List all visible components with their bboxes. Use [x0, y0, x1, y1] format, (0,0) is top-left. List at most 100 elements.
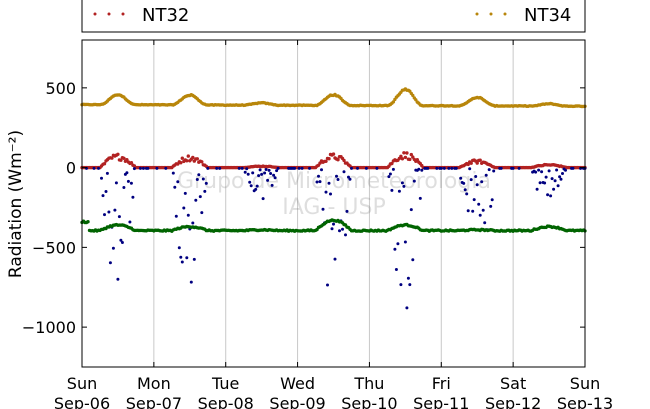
data-point [550, 177, 554, 181]
x-axis: SunSep-06MonSep-07TueSep-08WedSep-09ThuS… [54, 40, 613, 409]
data-point [331, 152, 336, 156]
data-point [391, 100, 396, 104]
data-point [327, 181, 331, 185]
data-point [344, 233, 347, 237]
data-point [240, 166, 244, 170]
data-point [350, 166, 353, 170]
x-tick-label-date: Sep-06 [54, 394, 110, 409]
data-point [114, 181, 118, 185]
data-point [132, 167, 136, 171]
data-point [131, 195, 135, 199]
data-point [474, 175, 478, 178]
data-point [293, 166, 297, 170]
data-point [267, 168, 271, 172]
data-point [475, 161, 479, 165]
data-point [105, 171, 109, 175]
x-tick-label-date: Sep-07 [126, 394, 182, 409]
data-point [412, 179, 416, 183]
data-point [391, 167, 395, 171]
data-point [517, 166, 521, 170]
data-point [97, 166, 100, 170]
data-point [116, 152, 120, 156]
data-point [393, 247, 397, 251]
data-point [201, 177, 205, 181]
data-point [186, 213, 190, 217]
data-point [347, 175, 350, 179]
data-point [332, 222, 335, 226]
data-point [335, 174, 338, 178]
data-point [487, 168, 491, 172]
data-point [164, 166, 168, 170]
data-point [396, 242, 400, 246]
data-point [478, 213, 482, 217]
legend-entry-nt32: NT32 [93, 5, 189, 26]
data-point [113, 208, 117, 212]
data-point [484, 173, 488, 177]
data-point [266, 178, 270, 182]
data-point [552, 187, 556, 191]
data-point [544, 175, 548, 179]
data-point [180, 260, 184, 264]
data-point [375, 166, 379, 170]
data-point [336, 178, 340, 181]
data-point [477, 202, 481, 206]
data-point [119, 158, 123, 162]
data-point [128, 220, 132, 224]
x-tick-label-day: Sun [67, 374, 97, 393]
data-point [179, 255, 183, 259]
data-point [345, 209, 349, 213]
data-point [324, 190, 328, 194]
data-point [549, 194, 553, 198]
data-point [571, 166, 575, 170]
data-point [465, 192, 469, 196]
series-layer [80, 87, 587, 310]
data-point [186, 154, 190, 158]
data-point [397, 189, 401, 193]
data-point [420, 168, 424, 172]
watermark-line-2: IAG - USP [282, 195, 385, 220]
data-point [297, 166, 301, 170]
data-point [492, 169, 496, 173]
data-point [483, 221, 487, 225]
data-point [272, 173, 276, 177]
data-point [203, 189, 207, 193]
data-point [459, 176, 463, 180]
legend-marker-nt34 [475, 12, 507, 16]
data-point [126, 179, 130, 183]
data-point [466, 209, 470, 213]
data-point [408, 157, 412, 162]
data-point [254, 187, 258, 191]
data-point [559, 177, 563, 181]
data-point [324, 159, 328, 163]
data-point [146, 166, 150, 170]
data-point [138, 166, 142, 170]
data-point [197, 173, 201, 177]
data-point [400, 157, 405, 161]
data-point [426, 166, 430, 170]
data-point [478, 158, 482, 162]
data-point [318, 180, 322, 184]
x-tick-label-day: Sat [500, 374, 526, 393]
data-point [399, 283, 403, 287]
data-point [400, 181, 404, 185]
data-point [364, 166, 368, 170]
data-point [276, 166, 280, 170]
data-point [270, 183, 274, 187]
x-tick-label-date: Sep-10 [341, 394, 397, 409]
data-point [555, 168, 559, 172]
data-point [387, 175, 391, 179]
data-point [411, 93, 415, 98]
data-point [117, 215, 121, 219]
watermark-line-1: Grupo de Micrometeorologia [177, 169, 491, 194]
legend-entry-nt34: NT34 [475, 5, 571, 26]
legend-label-nt34: NT34 [524, 5, 571, 26]
data-point [257, 174, 261, 178]
data-point [191, 155, 195, 160]
data-point [204, 181, 208, 185]
y-tick-label: −1000 [22, 318, 76, 337]
data-point [100, 176, 103, 180]
data-point [273, 176, 277, 180]
data-point [535, 187, 539, 191]
data-point [317, 174, 320, 178]
data-point [336, 158, 340, 162]
